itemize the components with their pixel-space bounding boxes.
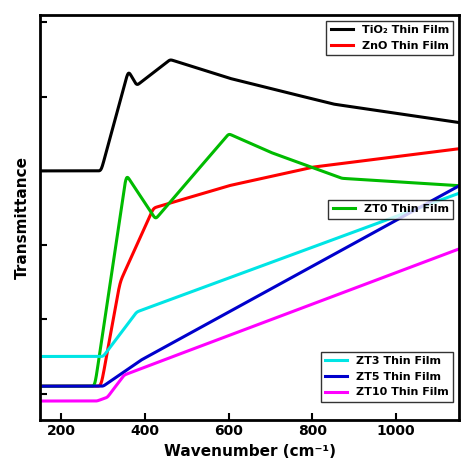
ZT3 Thin Film bbox=[456, 191, 462, 196]
ZT0 Thin Film bbox=[444, 182, 450, 188]
ZT5 Thin Film bbox=[230, 307, 236, 312]
Line: ZT0 Thin Film: ZT0 Thin Film bbox=[40, 135, 459, 386]
ZT3 Thin Film bbox=[59, 354, 64, 359]
Line: ZT5 Thin Film: ZT5 Thin Film bbox=[40, 186, 459, 386]
Y-axis label: Transmittance: Transmittance bbox=[15, 156, 30, 279]
ZT3 Thin Film bbox=[367, 223, 373, 229]
ZT0 Thin Film bbox=[367, 177, 373, 183]
TiO₂ Thin Film bbox=[444, 118, 450, 124]
ZT3 Thin Film bbox=[444, 195, 450, 201]
ZT5 Thin Film bbox=[444, 190, 450, 195]
Line: ZT3 Thin Film: ZT3 Thin Film bbox=[40, 193, 459, 356]
ZT10 Thin Film bbox=[444, 251, 449, 256]
ZT10 Thin Film bbox=[37, 398, 43, 404]
TiO₂ Thin Film bbox=[444, 118, 450, 124]
ZT3 Thin Film bbox=[37, 354, 43, 359]
ZnO Thin Film bbox=[230, 182, 236, 188]
ZT0 Thin Film bbox=[456, 183, 462, 189]
ZT10 Thin Film bbox=[444, 251, 450, 256]
ZT5 Thin Film bbox=[444, 190, 449, 195]
TiO₂ Thin Film bbox=[241, 79, 247, 85]
ZnO Thin Film bbox=[367, 157, 373, 163]
ZT5 Thin Film bbox=[456, 183, 462, 189]
Line: ZT10 Thin Film: ZT10 Thin Film bbox=[40, 249, 459, 401]
TiO₂ Thin Film bbox=[168, 57, 173, 63]
ZnO Thin Film bbox=[241, 180, 247, 185]
Line: ZnO Thin Film: ZnO Thin Film bbox=[40, 149, 459, 386]
ZT10 Thin Film bbox=[241, 327, 247, 333]
ZT10 Thin Film bbox=[59, 398, 64, 404]
ZT10 Thin Film bbox=[367, 280, 373, 285]
ZT0 Thin Film bbox=[59, 383, 64, 389]
TiO₂ Thin Film bbox=[456, 119, 462, 125]
TiO₂ Thin Film bbox=[367, 107, 373, 112]
ZT10 Thin Film bbox=[456, 246, 462, 252]
ZT5 Thin Film bbox=[367, 232, 373, 237]
ZT5 Thin Film bbox=[37, 383, 43, 389]
ZT0 Thin Film bbox=[230, 133, 236, 138]
ZT0 Thin Film bbox=[444, 182, 450, 188]
TiO₂ Thin Film bbox=[59, 168, 64, 174]
ZT0 Thin Film bbox=[37, 383, 43, 389]
ZT0 Thin Film bbox=[227, 132, 232, 137]
ZnO Thin Film bbox=[59, 383, 64, 389]
X-axis label: Wavenumber (cm⁻¹): Wavenumber (cm⁻¹) bbox=[164, 444, 336, 459]
ZT5 Thin Film bbox=[59, 383, 64, 389]
Line: TiO₂ Thin Film: TiO₂ Thin Film bbox=[40, 60, 459, 171]
TiO₂ Thin Film bbox=[230, 76, 236, 82]
ZT3 Thin Film bbox=[241, 270, 247, 275]
ZnO Thin Film bbox=[456, 146, 462, 152]
ZT3 Thin Film bbox=[230, 273, 236, 279]
ZT10 Thin Film bbox=[230, 331, 236, 337]
ZnO Thin Film bbox=[444, 147, 449, 153]
ZT3 Thin Film bbox=[444, 195, 449, 201]
ZT0 Thin Film bbox=[241, 138, 247, 144]
ZnO Thin Film bbox=[444, 147, 450, 153]
Legend: ZT3 Thin Film, ZT5 Thin Film, ZT10 Thin Film: ZT3 Thin Film, ZT5 Thin Film, ZT10 Thin … bbox=[321, 352, 454, 402]
ZnO Thin Film bbox=[37, 383, 43, 389]
ZT5 Thin Film bbox=[241, 301, 247, 307]
TiO₂ Thin Film bbox=[37, 168, 43, 174]
